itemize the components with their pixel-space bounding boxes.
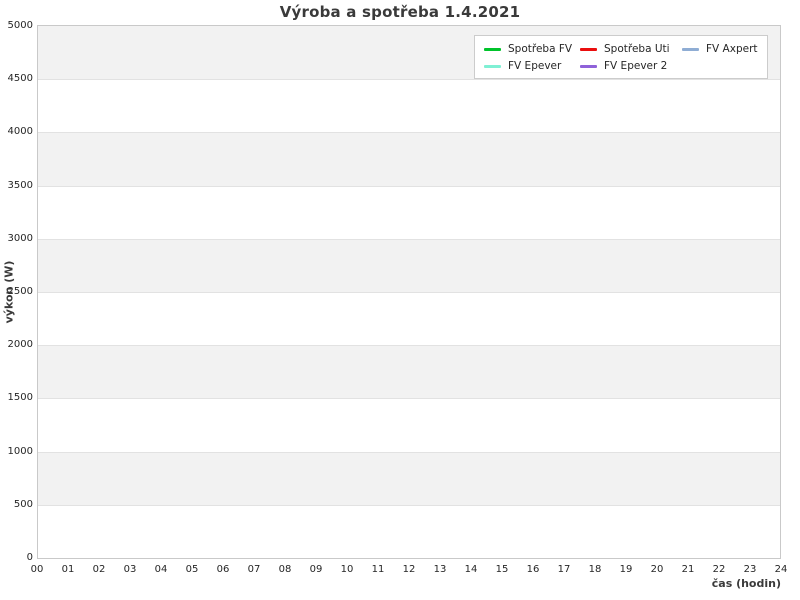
y-tick-label: 3000	[7, 232, 33, 244]
x-tick-label: 12	[402, 564, 416, 575]
x-tick-label: 08	[278, 564, 292, 575]
legend-label: Spotřeba Uti	[604, 43, 670, 55]
y-tick-label: 0	[26, 552, 33, 563]
x-tick-label: 17	[557, 564, 571, 575]
gridline	[38, 451, 780, 453]
background-band	[38, 79, 780, 133]
x-tick-label: 20	[650, 564, 664, 575]
legend-line-icon	[580, 64, 597, 68]
x-tick-label: 06	[216, 564, 230, 575]
background-band	[38, 504, 780, 558]
gridline	[38, 504, 780, 506]
legend-label: FV Axpert	[706, 43, 758, 55]
y-tick-label: 3500	[7, 179, 33, 191]
legend-label: FV Epever	[508, 60, 562, 72]
x-axis-label: čas (hodin)	[711, 577, 781, 590]
legend-item: FV Axpert	[682, 43, 758, 55]
background-band	[38, 451, 780, 505]
y-tick-label: 5000	[7, 20, 33, 31]
legend-label: FV Epever 2	[604, 60, 668, 72]
legend-item: Spotřeba Uti	[580, 43, 682, 55]
x-tick-label: 18	[588, 564, 602, 575]
x-tick-label: 14	[464, 564, 478, 575]
legend-line-icon	[580, 47, 597, 51]
background-band	[38, 292, 780, 346]
y-tick-label: 4500	[7, 73, 33, 85]
legend-item: FV Epever 2	[580, 60, 682, 72]
y-tick-label: 500	[13, 498, 33, 510]
gridline	[38, 238, 780, 240]
x-tick-label: 03	[123, 564, 137, 575]
gridline	[38, 398, 780, 400]
y-tick-label: 2500	[7, 286, 33, 297]
x-tick-label: 13	[433, 564, 447, 575]
gridline	[38, 292, 780, 293]
y-tick-label: 1500	[7, 392, 33, 404]
legend-label: Spotřeba FV	[508, 43, 573, 55]
x-tick-label: 19	[619, 564, 633, 575]
background-band	[38, 185, 780, 239]
x-tick-label: 16	[526, 564, 540, 575]
legend-line-icon	[682, 47, 699, 51]
x-tick-label: 21	[681, 564, 695, 575]
x-tick-label: 07	[247, 564, 261, 575]
x-tick-label: 24	[774, 564, 788, 575]
x-tick-label: 02	[92, 564, 106, 575]
plot-area	[37, 25, 781, 559]
x-tick-label: 05	[185, 564, 199, 575]
legend: Spotřeba FV Spotřeba Uti FV Axpert FV Epeve…	[474, 35, 768, 79]
gridline	[38, 132, 780, 134]
x-tick-label: 11	[371, 564, 385, 575]
legend-item: Spotřeba FV	[484, 43, 580, 55]
gridline	[38, 79, 780, 81]
x-tick-label: 23	[743, 564, 757, 575]
legend-line-icon	[484, 47, 501, 51]
x-tick-label: 22	[712, 564, 726, 575]
background-band	[38, 345, 780, 399]
gridline	[38, 185, 780, 187]
y-tick-label: 1000	[7, 445, 33, 457]
x-tick-label: 10	[340, 564, 354, 575]
y-tick-label: 4000	[7, 126, 33, 138]
y-tick-label: 2000	[7, 339, 33, 351]
legend-item: FV Epever	[484, 60, 580, 72]
x-tick-label: 09	[309, 564, 323, 575]
background-band	[38, 398, 780, 452]
background-band	[38, 238, 780, 292]
chart-title: Výroba a spotřeba 1.4.2021	[279, 3, 521, 21]
x-tick-label: 15	[495, 564, 509, 575]
y-axis-label: výkon (W)	[2, 260, 16, 324]
background-band	[38, 132, 780, 186]
gridline	[38, 345, 780, 347]
legend-line-icon	[484, 64, 501, 68]
x-tick-label: 04	[154, 564, 168, 575]
x-tick-label: 00	[30, 564, 44, 575]
x-tick-label: 01	[61, 564, 75, 575]
